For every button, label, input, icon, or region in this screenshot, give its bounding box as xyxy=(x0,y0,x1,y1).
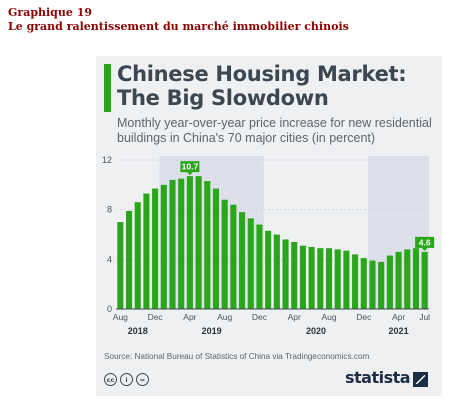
chart-title-line2: The Big Slowdown xyxy=(117,86,329,110)
annotation-pointer xyxy=(421,247,428,251)
year-band-2019 xyxy=(159,156,264,309)
y-tick-label: 12 xyxy=(102,155,112,165)
by-icon[interactable]: i xyxy=(120,373,133,386)
statista-logo-text[interactable]: statista xyxy=(345,368,411,387)
cc-icon[interactable]: cc xyxy=(104,373,117,386)
x-tick-label: Apr xyxy=(392,312,405,322)
bar-10 xyxy=(204,181,211,309)
nd-icon[interactable]: = xyxy=(136,373,149,386)
bar-27 xyxy=(352,254,359,309)
bar-31 xyxy=(386,255,393,309)
bar-19 xyxy=(282,239,289,309)
bar-29 xyxy=(369,260,376,309)
x-tick-label: Apr xyxy=(183,312,196,322)
bar-25 xyxy=(334,249,341,309)
chart-subtitle: Monthly year-over-year price increase fo… xyxy=(117,116,432,145)
bar-3 xyxy=(143,193,150,309)
x-tick-label: Apr xyxy=(288,312,301,322)
title-accent-bar xyxy=(104,64,111,112)
bar-5 xyxy=(160,184,167,309)
bar-chart: 0 4 8 12 Aug Dec Apr Aug Dec Apr Aug Dec Apr Jul 2018 2… xyxy=(102,155,435,336)
annotation-box xyxy=(180,161,200,173)
figure-caption: Le grand ralentissement du marché immobi… xyxy=(8,20,349,33)
bar-4 xyxy=(152,188,159,309)
bar-9 xyxy=(195,176,202,309)
bar-24 xyxy=(325,248,333,309)
annotation-label: 4.6 xyxy=(419,237,431,247)
bar-14 xyxy=(239,212,246,309)
annotation-pointer xyxy=(186,172,193,176)
y-tick-label: 0 xyxy=(107,304,112,314)
bar-13 xyxy=(230,204,237,309)
bar-11 xyxy=(212,188,220,309)
statista-logo-icon[interactable] xyxy=(413,372,428,387)
bar-12 xyxy=(221,199,228,309)
bar-2 xyxy=(134,202,141,309)
bar-7 xyxy=(178,178,185,309)
bar-26 xyxy=(343,250,350,309)
x-tick-label: Dec xyxy=(356,312,372,322)
bar-22 xyxy=(308,246,315,309)
bar-30 xyxy=(378,261,385,309)
bar-23 xyxy=(317,248,324,309)
x-tick-label: Dec xyxy=(148,312,164,322)
x-tick-label: Aug xyxy=(113,312,128,322)
license-icons: cc i = xyxy=(104,373,149,386)
bar-8 xyxy=(186,176,193,309)
source-note: Source: National Bureau of Statistics of… xyxy=(104,352,370,361)
bar-15 xyxy=(247,218,254,309)
bar-32 xyxy=(395,251,402,309)
x-tick-label: Dec xyxy=(252,312,268,322)
year-label-2018: 2018 xyxy=(128,326,148,336)
bar-20 xyxy=(291,241,298,309)
bar-16 xyxy=(256,224,263,309)
year-label-2021: 2021 xyxy=(389,326,409,336)
bar-17 xyxy=(265,230,272,309)
bar-28 xyxy=(360,258,367,309)
figure-number: Graphique 19 xyxy=(8,6,93,19)
x-tick-label: Aug xyxy=(321,312,336,322)
year-label-2019: 2019 xyxy=(202,326,222,336)
bar-21 xyxy=(299,245,306,309)
y-tick-label: 8 xyxy=(107,205,112,215)
chart-title-line1: Chinese Housing Market: xyxy=(117,62,407,86)
year-label-2020: 2020 xyxy=(306,326,326,336)
bar-33 xyxy=(404,249,411,309)
x-tick-label: Jul xyxy=(419,312,430,322)
annotation-box xyxy=(415,236,435,248)
y-tick-label: 4 xyxy=(107,254,112,264)
bar-18 xyxy=(273,234,280,309)
bar-34 xyxy=(412,248,420,309)
annotation-label: 10.7 xyxy=(182,162,199,172)
x-tick-label: Aug xyxy=(217,312,232,322)
document-heading: Graphique 19 Le grand ralentissement du … xyxy=(8,6,349,34)
bar-6 xyxy=(169,179,176,309)
bar-1 xyxy=(125,210,133,309)
bar-0 xyxy=(117,222,124,309)
chart-title: Chinese Housing Market: The Big Slowdown xyxy=(117,62,407,110)
bar-35 xyxy=(421,251,428,309)
